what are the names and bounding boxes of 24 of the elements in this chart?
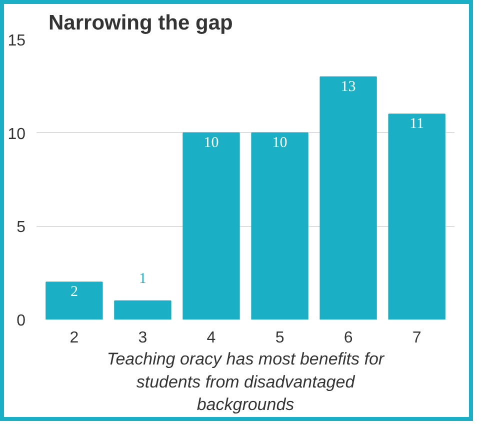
bar bbox=[388, 114, 446, 320]
bar bbox=[46, 282, 103, 320]
x-tick-label: 5 bbox=[275, 330, 284, 346]
y-tick-label: 15 bbox=[8, 32, 26, 50]
x-tick-label: 2 bbox=[70, 330, 79, 346]
y-tick-label: 10 bbox=[8, 126, 26, 143]
bar bbox=[320, 76, 377, 320]
y-tick-label: 0 bbox=[16, 312, 26, 330]
data-label: 10 bbox=[204, 134, 219, 151]
data-label: 10 bbox=[272, 134, 288, 151]
data-label: 13 bbox=[340, 78, 356, 95]
bar bbox=[182, 132, 240, 320]
y-tick-label: 5 bbox=[16, 219, 26, 236]
data-label: 1 bbox=[138, 270, 146, 287]
x-tick-label: 6 bbox=[344, 330, 353, 346]
data-label: 2 bbox=[70, 284, 78, 300]
data-label: 11 bbox=[410, 116, 424, 132]
bar bbox=[114, 300, 172, 320]
x-tick-label: 4 bbox=[206, 330, 216, 346]
bar bbox=[251, 132, 308, 320]
x-tick-label: 3 bbox=[138, 330, 148, 346]
x-axis-title: Teaching oracy has most benefits for students from disadvantaged backgrounds bbox=[106, 350, 386, 414]
x-tick-label: 7 bbox=[412, 330, 422, 346]
chart-title: Narrowing the gap bbox=[48, 12, 233, 34]
